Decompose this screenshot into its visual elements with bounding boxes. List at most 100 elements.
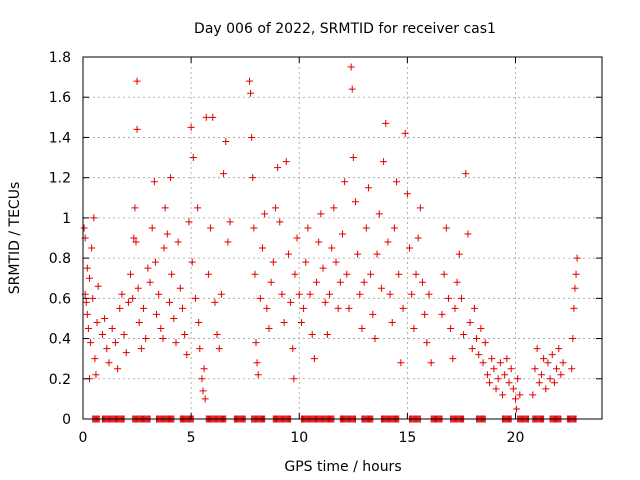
data-point xyxy=(425,290,433,298)
data-point xyxy=(377,284,385,292)
data-point xyxy=(166,298,173,306)
data-point xyxy=(191,294,199,302)
data-point xyxy=(569,335,577,343)
data-point xyxy=(464,230,472,238)
data-point xyxy=(332,258,340,266)
x-tick-labels: 0 5 10 15 20 xyxy=(79,430,525,446)
data-point xyxy=(334,304,342,312)
data-point xyxy=(507,365,515,373)
data-point xyxy=(188,258,196,266)
data-point xyxy=(82,298,90,306)
data-point xyxy=(468,345,476,353)
data-point xyxy=(360,278,368,286)
data-point xyxy=(293,234,301,242)
data-point xyxy=(280,318,288,326)
data-point xyxy=(251,270,259,278)
data-point xyxy=(496,359,504,367)
data-point xyxy=(317,210,325,218)
data-point xyxy=(167,174,175,182)
data-point xyxy=(490,365,498,373)
data-point xyxy=(412,270,420,278)
data-point xyxy=(390,224,398,232)
data-point xyxy=(196,345,204,353)
data-point xyxy=(341,178,349,186)
data-point xyxy=(226,218,234,226)
data-point xyxy=(529,391,537,399)
data-point xyxy=(267,278,275,286)
data-point xyxy=(161,204,169,212)
data-point xyxy=(553,365,561,373)
data-point xyxy=(295,290,303,298)
data-point xyxy=(83,264,91,272)
data-point xyxy=(94,282,102,290)
data-point xyxy=(91,355,99,363)
data-point xyxy=(159,335,167,343)
x-axis-label: GPS time / hours xyxy=(284,459,401,475)
data-point xyxy=(505,379,513,387)
data-point xyxy=(202,113,210,121)
data-point xyxy=(297,318,305,326)
data-point xyxy=(87,339,95,347)
data-point xyxy=(263,304,271,312)
data-point xyxy=(362,224,370,232)
data-point xyxy=(466,318,474,326)
data-point xyxy=(395,270,403,278)
data-point xyxy=(153,310,161,318)
data-point xyxy=(200,365,208,373)
data-point xyxy=(462,170,470,178)
data-point xyxy=(416,204,424,212)
data-point xyxy=(308,331,316,339)
data-point xyxy=(492,385,500,393)
y-tick-label: 0.8 xyxy=(49,251,71,267)
data-point xyxy=(85,274,93,282)
data-point xyxy=(457,294,465,302)
data-point xyxy=(258,244,266,252)
data-point xyxy=(550,379,558,387)
data-point xyxy=(204,270,212,278)
data-point xyxy=(393,178,401,186)
data-point xyxy=(120,331,128,339)
y-tick-label: 1.4 xyxy=(49,130,71,146)
data-points xyxy=(80,63,581,423)
data-point xyxy=(103,345,111,353)
data-point xyxy=(414,234,422,242)
data-point xyxy=(568,365,576,373)
data-point xyxy=(513,405,521,413)
data-point xyxy=(189,154,197,162)
data-point xyxy=(501,371,509,379)
data-point xyxy=(570,304,578,312)
data-point xyxy=(516,391,524,399)
data-point xyxy=(451,304,459,312)
data-point xyxy=(178,304,186,312)
data-point xyxy=(199,387,207,395)
data-point xyxy=(211,298,219,306)
data-point xyxy=(399,304,407,312)
data-point xyxy=(447,325,455,332)
data-point xyxy=(133,125,141,133)
data-point xyxy=(573,254,581,262)
data-point xyxy=(470,304,478,312)
data-point xyxy=(351,198,359,206)
data-point xyxy=(499,391,507,399)
y-tick-label: 0.2 xyxy=(49,372,71,388)
data-point xyxy=(247,89,255,97)
data-point xyxy=(135,318,143,326)
data-point xyxy=(572,270,580,278)
data-point xyxy=(503,355,511,363)
x-tick-label: 0 xyxy=(79,430,88,446)
data-point xyxy=(347,63,355,71)
data-point xyxy=(302,258,310,266)
data-point xyxy=(300,304,308,312)
data-point xyxy=(477,325,485,332)
data-point xyxy=(287,298,295,306)
data-point xyxy=(252,339,260,347)
data-point xyxy=(84,325,92,332)
data-point xyxy=(101,314,109,322)
data-point xyxy=(133,77,141,85)
data-point xyxy=(83,310,91,318)
data-point xyxy=(438,310,446,318)
data-point xyxy=(494,375,502,383)
data-point xyxy=(130,234,138,242)
data-point xyxy=(254,371,262,379)
